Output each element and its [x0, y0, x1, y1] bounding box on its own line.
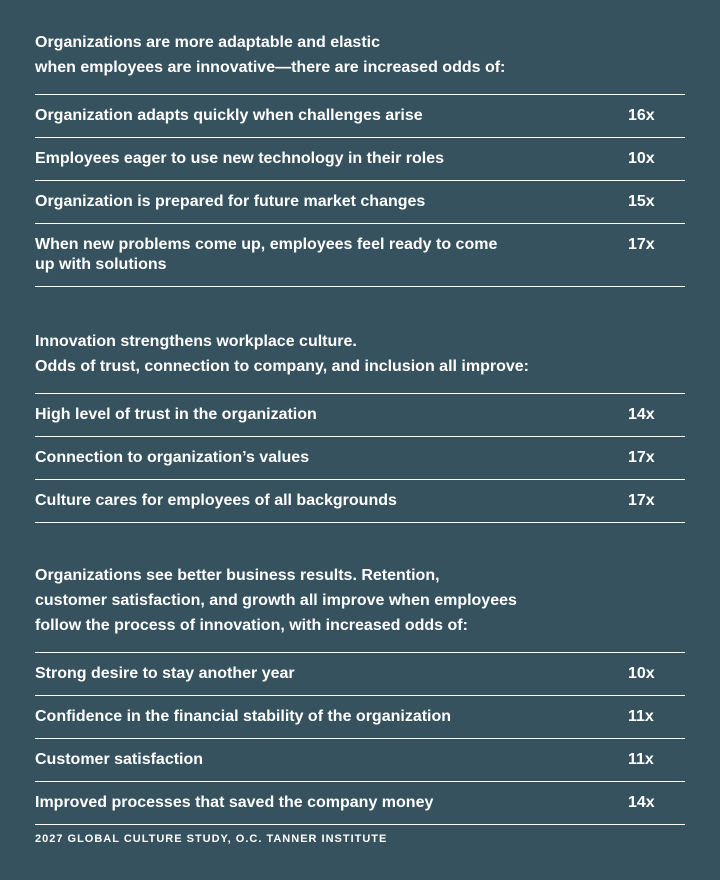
stat-row: When new problems come up, employees fee… — [35, 224, 685, 287]
intro-line: Organizations are more adaptable and ela… — [35, 34, 380, 51]
stat-list: Strong desire to stay another year 10x C… — [35, 652, 685, 825]
section-intro: Organizations are more adaptable and ela… — [35, 30, 685, 80]
stat-row: Organization is prepared for future mark… — [35, 181, 685, 224]
stat-value: 17x — [628, 236, 655, 253]
stat-list: High level of trust in the organization … — [35, 393, 685, 523]
stat-value: 11x — [628, 751, 654, 768]
stat-value: 17x — [628, 492, 655, 509]
stat-row: Culture cares for employees of all backg… — [35, 480, 685, 523]
source-citation: 2027 GLOBAL CULTURE STUDY, O.C. TANNER I… — [35, 833, 388, 845]
stat-label: When new problems come up, employees fee… — [35, 236, 498, 273]
intro-line: follow the process of innovation, with i… — [35, 617, 468, 634]
stat-row: High level of trust in the organization … — [35, 394, 685, 437]
intro-line: Organizations see better business result… — [35, 567, 440, 584]
stat-label: Organization adapts quickly when challen… — [35, 107, 423, 124]
stat-value: 10x — [628, 150, 655, 167]
stat-row: Customer satisfaction 11x — [35, 739, 685, 782]
stat-label: Culture cares for employees of all backg… — [35, 492, 397, 509]
intro-line: when employees are innovative—there are … — [35, 59, 506, 76]
stat-value: 14x — [628, 406, 655, 423]
intro-line: customer satisfaction, and growth all im… — [35, 592, 517, 609]
stat-row: Employees eager to use new technology in… — [35, 138, 685, 181]
stat-label: Strong desire to stay another year — [35, 665, 295, 682]
stat-row: Connection to organization’s values 17x — [35, 437, 685, 480]
stat-label: Employees eager to use new technology in… — [35, 150, 444, 167]
stat-label: Improved processes that saved the compan… — [35, 794, 434, 811]
stat-row: Strong desire to stay another year 10x — [35, 653, 685, 696]
stat-label: Connection to organization’s values — [35, 449, 310, 466]
section-intro: Innovation strengthens workplace culture… — [35, 329, 685, 379]
stat-row: Organization adapts quickly when challen… — [35, 95, 685, 138]
stat-value: 15x — [628, 193, 655, 210]
section-adaptability: Organizations are more adaptable and ela… — [35, 30, 685, 287]
stat-label: High level of trust in the organization — [35, 406, 317, 423]
stat-value: 11x — [628, 708, 654, 725]
stat-row: Confidence in the financial stability of… — [35, 696, 685, 739]
intro-line: Innovation strengthens workplace culture… — [35, 333, 357, 350]
stat-label: Customer satisfaction — [35, 751, 204, 768]
stat-label: Organization is prepared for future mark… — [35, 193, 426, 210]
stat-list: Organization adapts quickly when challen… — [35, 94, 685, 287]
section-intro: Organizations see better business result… — [35, 563, 685, 638]
stat-label: Confidence in the financial stability of… — [35, 708, 452, 725]
stat-value: 16x — [628, 107, 655, 124]
intro-line: Odds of trust, connection to company, an… — [35, 358, 529, 375]
section-business-results: Organizations see better business result… — [35, 563, 685, 825]
section-culture: Innovation strengthens workplace culture… — [35, 329, 685, 523]
stat-value: 14x — [628, 794, 655, 811]
stat-row: Improved processes that saved the compan… — [35, 782, 685, 825]
stat-value: 10x — [628, 665, 655, 682]
stat-value: 17x — [628, 449, 655, 466]
